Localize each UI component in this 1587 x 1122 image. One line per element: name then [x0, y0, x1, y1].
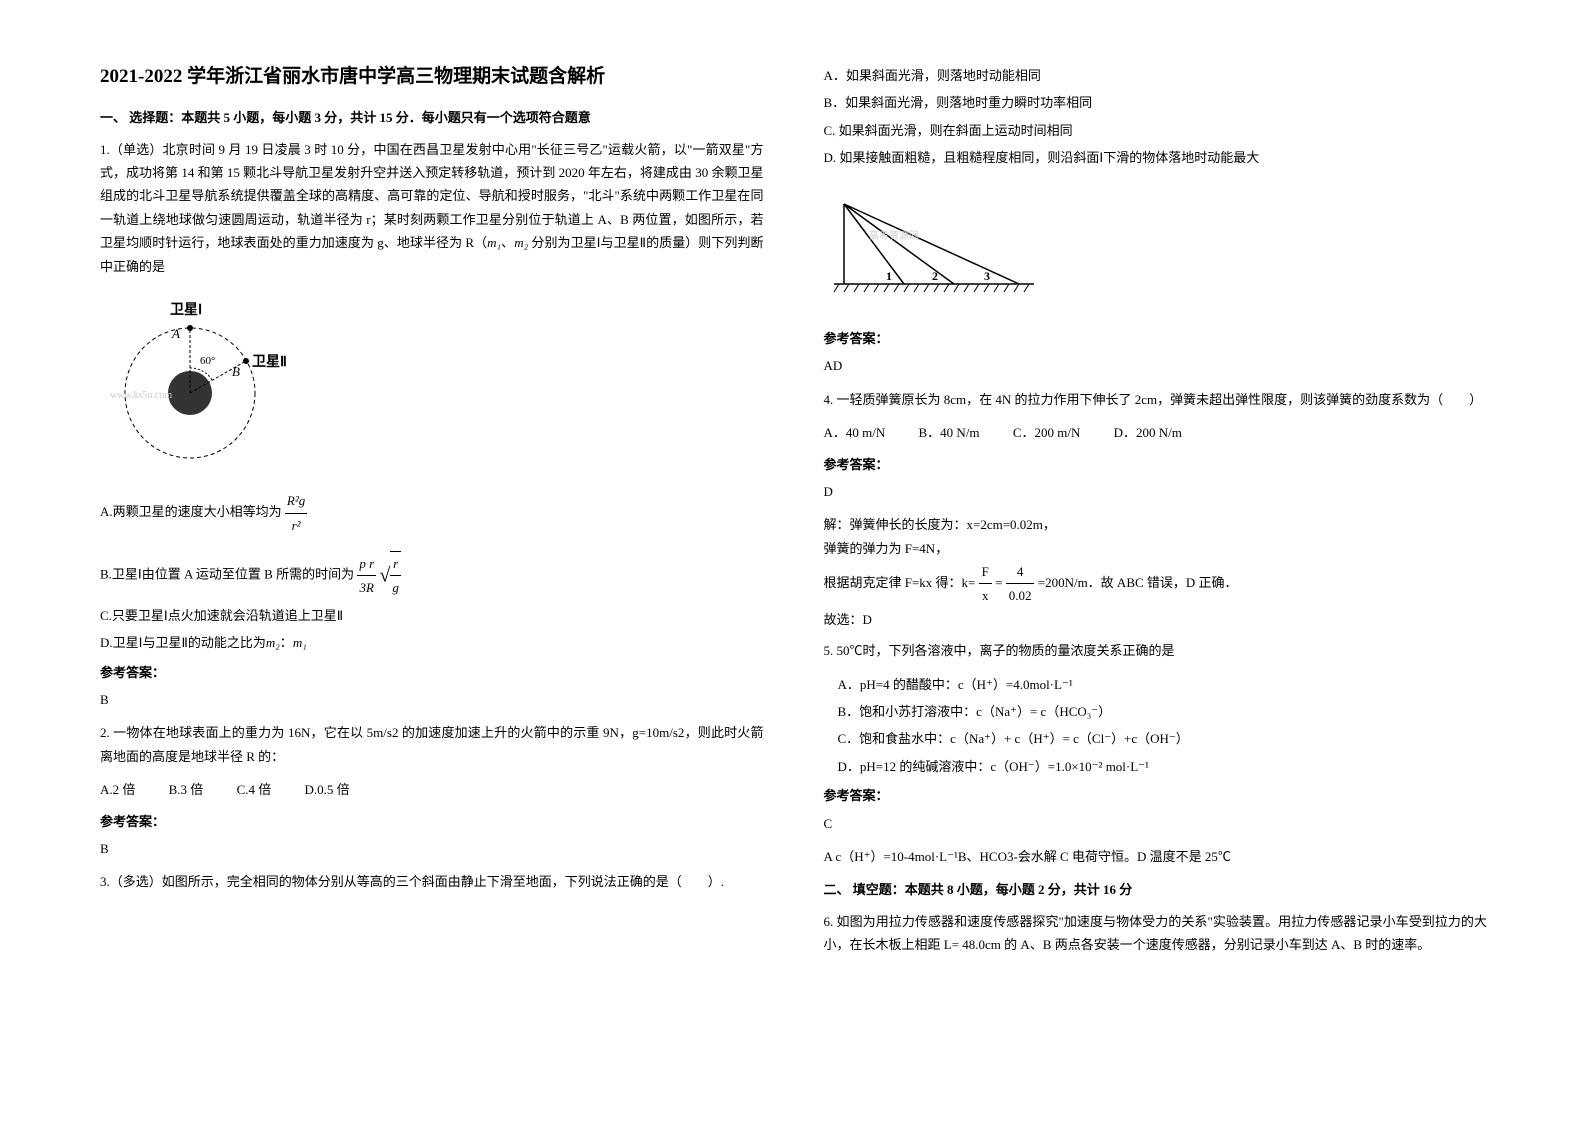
q4-optc: C．200 m/N — [1013, 425, 1081, 440]
right-column: A．如果斜面光滑，则落地时动能相同 B．如果斜面光滑，则落地时重力瞬时功率相同 … — [824, 60, 1488, 1062]
q2-opta: A.2 倍 — [100, 782, 135, 797]
q3-optd: D. 如果接触面粗糙，且粗糙程度相同，则沿斜面Ⅰ下滑的物体落地时动能最大 — [824, 146, 1488, 169]
q5-optb: B．饱和小苏打溶液中：c（Na⁺）= c（HCO₃⁻） — [824, 700, 1488, 723]
incline-1 — [844, 204, 904, 284]
question-6: 6. 如图为用拉力传感器和速度传感器探究"加速度与物体受力的关系"实验装置。用拉… — [824, 910, 1488, 957]
q5-optc: C．饱和食盐水中：c（Na⁺）+ c（H⁺）= c（Cl⁻）+c（OH⁻） — [824, 727, 1488, 750]
q1-opta-bot: r² — [285, 514, 307, 537]
sat1-dot — [187, 325, 193, 331]
q4-opta: A．40 m/N — [824, 425, 886, 440]
q2-answer-label: 参考答案： — [100, 810, 764, 833]
q2-answer: B — [100, 837, 764, 860]
section2-header: 二、 填空题：本题共 8 小题，每小题 2 分，共计 16 分 — [824, 878, 1488, 901]
q1-option-d: D.卫星Ⅰ与卫星Ⅱ的动能之比为m₂：m₁ — [100, 631, 764, 654]
q1-optd-prefix: D.卫星Ⅰ与卫星Ⅱ的动能之比为 — [100, 635, 266, 650]
q5-answer-label: 参考答案： — [824, 784, 1488, 807]
q1-optd-sep: ： — [280, 635, 293, 650]
q4-sol-line4: 故选：D — [824, 608, 1488, 631]
q3-diagram: 1 2 3 高考资源网 — [824, 184, 1044, 311]
q1-optb-frac2: r g — [390, 551, 401, 600]
q4-f2-bot: 0.02 — [1006, 584, 1035, 607]
q3-opta: A．如果斜面光滑，则落地时动能相同 — [824, 64, 1488, 87]
q4-options: A．40 m/N B．40 N/m C．200 m/N D．200 N/m — [824, 421, 1488, 444]
q1-optd-m1: m₁ — [293, 635, 307, 650]
question-2: 2. 一物体在地球表面上的重力为 16N，它在以 5m/s2 的加速度加速上升的… — [100, 721, 764, 768]
q4-f2-top: 4 — [1006, 560, 1035, 584]
point-b-label: B — [232, 364, 240, 379]
q3-answer-label: 参考答案： — [824, 327, 1488, 350]
left-column: 2021-2022 学年浙江省丽水市唐中学高三物理期末试题含解析 一、 选择题：… — [100, 60, 764, 1062]
q1-optb-f2-bot: g — [390, 576, 401, 599]
q4-sol-l3-suffix: =200N/m．故 ABC 错误，D 正确． — [1038, 575, 1238, 590]
sat1-label: 卫星Ⅰ — [170, 302, 202, 318]
sqrt-symbol: √ — [379, 564, 390, 586]
q4-f1-top: F — [979, 560, 992, 584]
question-4: 4. 一轻质弹簧原长为 8cm，在 4N 的拉力作用下伸长了 2cm，弹簧未超出… — [824, 388, 1488, 411]
q1-optb-f2-top: r — [390, 552, 401, 576]
q3-optb: B．如果斜面光滑，则落地时重力瞬时功率相同 — [824, 91, 1488, 114]
incline3-label: 3 — [984, 269, 990, 283]
q2-options: A.2 倍 B.3 倍 C.4 倍 D.0.5 倍 — [100, 778, 764, 801]
q2-optd: D.0.5 倍 — [304, 782, 349, 797]
q1-answer-label: 参考答案： — [100, 661, 764, 684]
q1-opta-top: R²g — [285, 489, 307, 513]
q4-sol-l3-prefix: 根据胡克定律 F=kx 得：k= — [824, 575, 976, 590]
q5-solution: A c（H⁺）=10-4mol·L⁻¹B、HCO3-会水解 C 电荷守恒。D 温… — [824, 845, 1488, 868]
q5-answer: C — [824, 812, 1488, 835]
incline1-label: 1 — [886, 269, 892, 283]
q1-option-b: B.卫星Ⅰ由位置 A 运动至位置 B 所需的时间为 p r 3R √ r g — [100, 551, 764, 600]
q1-text: 1.（单选）北京时间 9 月 19 日凌晨 3 时 10 分，中国在西昌卫星发射… — [100, 142, 764, 251]
q1-option-a: A.两颗卫星的速度大小相等均为 R²g r² — [100, 489, 764, 537]
q1-m1: m₁ — [487, 235, 501, 250]
incline2-label: 2 — [932, 269, 938, 283]
q1-diagram: 地球 A B 卫星Ⅰ 卫星Ⅱ 60° www.ks5u.com — [100, 298, 290, 475]
q4-sol-line3: 根据胡克定律 F=kx 得：k= F x = 4 0.02 =200N/m．故 … — [824, 560, 1488, 608]
q2-optb: B.3 倍 — [169, 782, 204, 797]
page-title: 2021-2022 学年浙江省丽水市唐中学高三物理期末试题含解析 — [100, 60, 764, 94]
q5-opta: A．pH=4 的醋酸中：c（H⁺）=4.0mol·L⁻¹ — [824, 673, 1488, 696]
inclined-plane-svg: 1 2 3 高考资源网 — [824, 184, 1044, 304]
question-1: 1.（单选）北京时间 9 月 19 日凌晨 3 时 10 分，中国在西昌卫星发射… — [100, 138, 764, 278]
q3-watermark: 高考资源网 — [869, 229, 919, 242]
angle-label: 60° — [200, 355, 215, 367]
q4-answer-label: 参考答案： — [824, 453, 1488, 476]
q1-sep: 、 — [501, 235, 514, 250]
q4-sol-line2: 弹簧的弹力为 F=4N， — [824, 537, 1488, 560]
sat2-label: 卫星Ⅱ — [252, 354, 287, 370]
q4-sol-mid: = — [995, 575, 1002, 590]
q1-option-c: C.只要卫星Ⅰ点火加速就会沿轨道追上卫星Ⅱ — [100, 604, 764, 627]
q3-optc: C. 如果斜面光滑，则在斜面上运动时间相同 — [824, 119, 1488, 142]
q1-optd-m2: m₂ — [266, 635, 280, 650]
q4-f1-bot: x — [979, 584, 992, 607]
q4-frac2: 4 0.02 — [1006, 560, 1035, 608]
q1-opta-prefix: A.两颗卫星的速度大小相等均为 — [100, 504, 285, 519]
question-5: 5. 50℃时，下列各溶液中，离子的物质的量浓度关系正确的是 — [824, 639, 1488, 662]
q1-m2: m₂ — [514, 235, 528, 250]
q1-answer: B — [100, 688, 764, 711]
q1-watermark: www.ks5u.com — [110, 390, 172, 401]
section1-header: 一、 选择题：本题共 5 小题，每小题 3 分，共计 15 分．每小题只有一个选… — [100, 106, 764, 129]
hatching — [834, 284, 1029, 292]
q4-optb: B．40 N/m — [919, 425, 980, 440]
q1-optb-prefix: B.卫星Ⅰ由位置 A 运动至位置 B 所需的时间为 — [100, 566, 354, 581]
q2-optc: C.4 倍 — [237, 782, 272, 797]
question-3: 3.（多选）如图所示，完全相同的物体分别从等高的三个斜面由静止下滑至地面，下列说… — [100, 870, 764, 893]
q1-optb-frac1: p r 3R — [357, 552, 376, 600]
sat2-dot — [243, 358, 249, 364]
q3-answer: AD — [824, 354, 1488, 377]
q1-opta-fraction: R²g r² — [285, 489, 307, 537]
satellite-orbit-svg: 地球 A B 卫星Ⅰ 卫星Ⅱ 60° www.ks5u.com — [100, 298, 290, 468]
q4-sol-line1: 解：弹簧伸长的长度为：x=2cm=0.02m， — [824, 513, 1488, 536]
q5-optd: D．pH=12 的纯碱溶液中：c（OH⁻）=1.0×10⁻² mol·L⁻¹ — [824, 755, 1488, 778]
q1-optb-f1-top: p r — [357, 552, 376, 576]
q1-optb-f1-bot: 3R — [357, 576, 376, 599]
q4-answer: D — [824, 480, 1488, 503]
point-a-label: A — [171, 326, 180, 341]
q4-optd: D．200 N/m — [1114, 425, 1182, 440]
earth-label: 地球 — [178, 416, 205, 431]
q4-frac1: F x — [979, 560, 992, 608]
